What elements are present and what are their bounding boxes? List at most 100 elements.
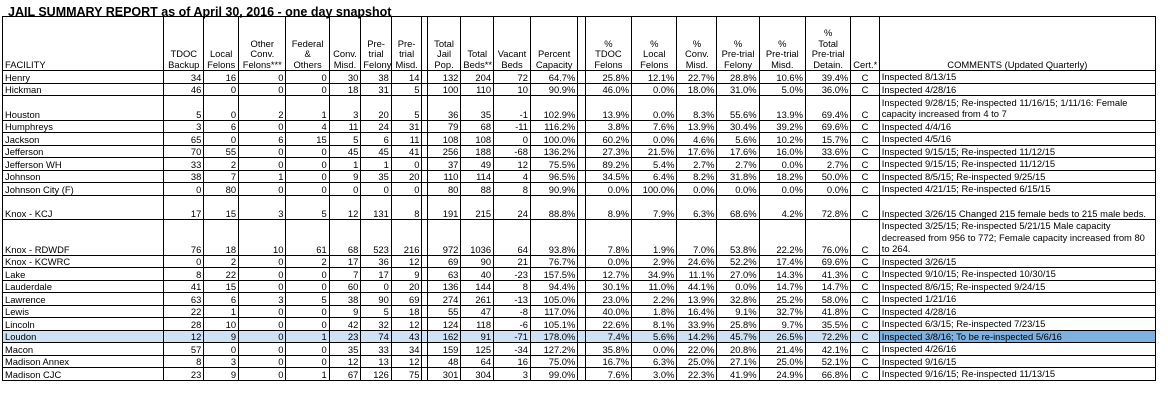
- count-cell: 132: [426, 70, 462, 84]
- header-pct-conv-misd: % Conv. Misd.: [676, 16, 718, 71]
- table-row: Lauderdale 41 15 0 0 60 0 20 136 144 8 94.4% 30.1% 11…: [1, 279, 1157, 293]
- spacer: [421, 95, 428, 121]
- count-cell: 100.0%: [529, 132, 579, 146]
- count-cell: 0: [203, 132, 240, 146]
- count-cell: 18: [328, 82, 362, 96]
- spacer: [577, 267, 586, 281]
- count-cell: 2: [238, 95, 287, 121]
- percent-cell: 25.2%: [758, 292, 806, 306]
- cert-cell: C: [850, 267, 880, 281]
- facility-cell: Lake: [1, 267, 165, 281]
- spacer: [577, 169, 586, 183]
- count-cell: 12: [328, 354, 362, 368]
- count-cell: 0: [285, 354, 330, 368]
- count-cell: 125: [460, 342, 495, 356]
- percent-cell: 60.2%: [584, 132, 633, 146]
- count-cell: 28: [163, 317, 205, 331]
- count-cell: 35: [460, 95, 495, 121]
- comment-cell: Inspected 9/15/15; Re-inspected 11/12/15: [878, 157, 1157, 171]
- count-cell: 76.7%: [529, 254, 579, 268]
- percent-cell: 69.6%: [804, 119, 852, 133]
- count-cell: 10: [203, 317, 240, 331]
- count-cell: 40: [460, 267, 495, 281]
- percent-cell: 27.0%: [716, 267, 760, 281]
- spacer: [577, 16, 586, 71]
- count-cell: 5: [163, 95, 205, 121]
- percent-cell: 34.5%: [584, 169, 633, 183]
- table-row: Henry 34 16 0 0 30 38 14 132 204 72 64.7% 25.8% 12.1%…: [1, 70, 1157, 84]
- count-cell: 30: [328, 70, 362, 84]
- count-cell: 91: [460, 329, 495, 343]
- count-cell: 110: [426, 169, 462, 183]
- count-cell: 94.4%: [529, 279, 579, 293]
- facility-cell: Lewis: [1, 304, 165, 318]
- facility-cell: Humphreys: [1, 119, 165, 133]
- count-cell: 12: [390, 254, 423, 268]
- count-cell: 304: [460, 367, 495, 381]
- percent-cell: 25.8%: [584, 70, 633, 84]
- percent-cell: 5.0%: [758, 82, 806, 96]
- count-cell: 9: [390, 267, 423, 281]
- comment-cell: Inspected 8/6/15; Re-inspected 9/24/15: [878, 279, 1157, 293]
- percent-cell: 0.0%: [584, 254, 633, 268]
- percent-cell: 13.9%: [676, 119, 718, 133]
- percent-cell: 58.0%: [804, 292, 852, 306]
- count-cell: 8: [163, 267, 205, 281]
- percent-cell: 27.3%: [584, 144, 633, 158]
- count-cell: 0: [285, 267, 330, 281]
- percent-cell: 1.8%: [631, 304, 678, 318]
- count-cell: 0: [360, 279, 392, 293]
- percent-cell: 7.6%: [584, 367, 633, 381]
- comment-cell: Inspected 3/25/15; Re-inspected 5/21/15 …: [878, 219, 1157, 256]
- count-cell: 972: [426, 219, 462, 256]
- header-total-beds: Total Beds**: [460, 16, 495, 71]
- count-cell: 215: [460, 194, 495, 220]
- header-other-conv: Other Conv. Felons***: [238, 16, 287, 71]
- count-cell: 75: [390, 367, 423, 381]
- percent-cell: 14.3%: [758, 267, 806, 281]
- count-cell: 75.5%: [529, 157, 579, 171]
- count-cell: -1: [493, 95, 531, 121]
- percent-cell: 25.0%: [676, 354, 718, 368]
- count-cell: 3: [328, 95, 362, 121]
- count-cell: 13: [360, 354, 392, 368]
- cert-cell: C: [850, 169, 880, 183]
- facility-cell: Jefferson WH: [1, 157, 165, 171]
- count-cell: 63: [163, 292, 205, 306]
- header-percent-capacity: Percent Capacity: [529, 16, 579, 71]
- count-cell: 93.8%: [529, 219, 579, 256]
- percent-cell: 25.8%: [716, 317, 760, 331]
- facility-cell: Henry: [1, 70, 165, 84]
- percent-cell: 21.4%: [758, 342, 806, 356]
- table-row: Lawrence 63 6 3 5 38 90 69 274 261 -13 105.0% 23.0% 2…: [1, 292, 1157, 306]
- count-cell: 0: [285, 82, 330, 96]
- count-cell: 75.0%: [529, 354, 579, 368]
- count-cell: 90.9%: [529, 82, 579, 96]
- spacer: [577, 219, 586, 256]
- facility-cell: Lauderdale: [1, 279, 165, 293]
- count-cell: 5: [285, 194, 330, 220]
- table-row: Jefferson WH 33 2 0 0 1 1 0 37 49 12 75.5% 89.2% 5.4%…: [1, 157, 1157, 171]
- header-tdoc-backup: TDOC Backup: [163, 16, 205, 71]
- jail-summary-table: FACILITY TDOC Backup Local Felons Other Con…: [1, 16, 1157, 381]
- percent-cell: 52.2%: [716, 254, 760, 268]
- count-cell: 1: [285, 367, 330, 381]
- percent-cell: 0.0%: [676, 182, 718, 196]
- count-cell: 105.0%: [529, 292, 579, 306]
- header-comments: COMMENTS (Updated Quarterly): [878, 16, 1157, 71]
- cert-cell: C: [850, 279, 880, 293]
- table-row: Knox - RDWDF 76 18 10 61 68 523 216 972 1036 64 93.…: [1, 219, 1157, 256]
- percent-cell: 16.0%: [758, 144, 806, 158]
- count-cell: -23: [493, 267, 531, 281]
- percent-cell: 0.0%: [631, 95, 678, 121]
- count-cell: 20: [390, 279, 423, 293]
- count-cell: 3: [203, 354, 240, 368]
- count-cell: 0: [238, 267, 287, 281]
- table-row: Humphreys 3 6 0 4 11 24 31 79 68 -11 116.2% 3.8% 7.6%…: [1, 119, 1157, 133]
- percent-cell: 12.1%: [631, 70, 678, 84]
- percent-cell: 14.2%: [676, 329, 718, 343]
- count-cell: 4: [493, 169, 531, 183]
- count-cell: 69: [426, 254, 462, 268]
- cert-cell: C: [850, 119, 880, 133]
- percent-cell: 68.6%: [716, 194, 760, 220]
